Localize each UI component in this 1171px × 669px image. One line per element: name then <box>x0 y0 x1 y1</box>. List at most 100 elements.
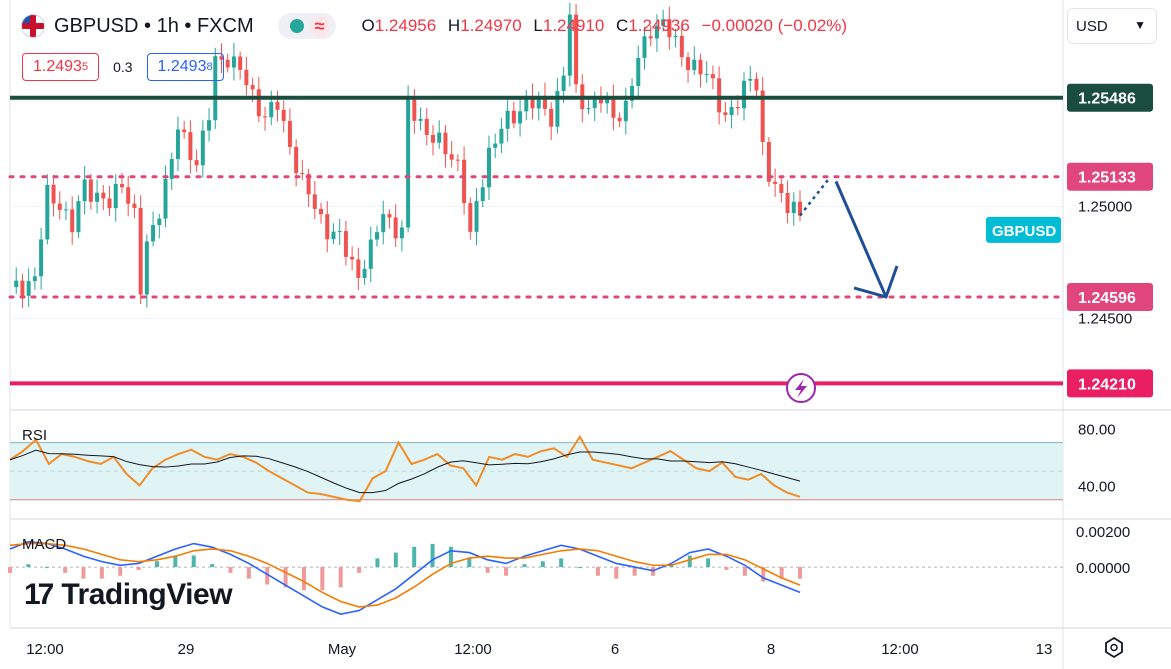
candle-body <box>63 209 68 211</box>
macd-hist-bar <box>761 567 766 582</box>
macd-hist-bar <box>228 567 233 573</box>
candle-body <box>101 192 106 199</box>
currency-select[interactable]: USD ▼ <box>1067 8 1157 44</box>
candle-body <box>107 198 112 209</box>
watermark-text: TradingView <box>61 578 233 611</box>
candle-body <box>356 259 361 278</box>
candle-body <box>337 231 342 233</box>
candle-body <box>126 187 131 204</box>
candle-body <box>742 80 747 109</box>
trade-boxes: 1.2493 5 0.3 1.2493 8 <box>22 53 224 81</box>
candle-body <box>381 214 386 233</box>
candle-body <box>704 74 709 76</box>
level-label-bg-0 <box>1067 83 1153 112</box>
macd-hist-bar <box>357 567 362 573</box>
candle-body <box>480 187 485 202</box>
time-tick-label: 13 <box>1036 641 1053 658</box>
level-label-bg-3 <box>1067 369 1153 398</box>
candle-body <box>256 89 261 117</box>
spread-value: 0.3 <box>113 59 133 75</box>
candle-body <box>449 154 454 160</box>
close-value: 1.24936 <box>628 16 690 35</box>
candle-body <box>779 183 784 193</box>
market-status-pill[interactable]: ≈ <box>277 13 336 39</box>
candle-body <box>692 59 697 70</box>
candle-body <box>250 85 255 90</box>
candle-body <box>238 56 243 70</box>
time-tick-label: 8 <box>767 641 775 658</box>
candle-body <box>95 192 100 202</box>
time-tick-label: 12:00 <box>881 641 919 658</box>
candle-body <box>437 132 442 143</box>
candle-body <box>760 90 765 142</box>
macd-hist-bar <box>706 558 711 568</box>
buy-button[interactable]: 1.2493 8 <box>146 53 224 81</box>
candle-body <box>375 232 380 240</box>
macd-hist-bar <box>191 555 196 568</box>
macd-hist-bar <box>210 564 215 568</box>
candle-body <box>542 96 547 109</box>
level-label-3: 1.24210 <box>1078 376 1136 393</box>
candle-body <box>200 130 205 166</box>
macd-hist-bar <box>504 567 509 576</box>
candle-body <box>605 97 610 104</box>
candle-body <box>319 208 324 215</box>
candle-body <box>275 102 280 110</box>
sell-price-pip: 5 <box>81 61 89 73</box>
rsi-line <box>9 434 801 503</box>
macd-hist-bar <box>540 561 545 568</box>
symbol-title[interactable]: GBPUSD • 1h • FXCM <box>54 14 254 37</box>
candle-body <box>735 107 740 109</box>
candle-body <box>536 96 541 109</box>
candle-body <box>586 108 591 110</box>
macd-tick-label: 0.00200 <box>1076 524 1130 541</box>
candle-body <box>468 203 473 232</box>
candle-body <box>791 201 796 214</box>
change-value: −0.00020 (−0.02%) <box>701 16 848 35</box>
candle-body <box>399 227 404 239</box>
candle-body <box>766 141 771 182</box>
candle-body <box>505 110 510 129</box>
macd-hist-bar <box>265 567 270 585</box>
time-tick-label: 12:00 <box>454 641 492 658</box>
macd-hist-bar <box>81 567 86 579</box>
gbp-usd-flag-icon <box>22 15 44 37</box>
sell-button[interactable]: 1.2493 5 <box>22 53 100 81</box>
candle-body <box>188 132 193 161</box>
macd-hist-bar <box>798 567 802 579</box>
macd-hist-bar <box>8 567 12 573</box>
candle-body <box>773 181 778 184</box>
candle-body <box>368 239 373 269</box>
macd-hist-bar <box>301 567 306 591</box>
candle-body <box>424 118 429 135</box>
close-label: C <box>616 16 629 35</box>
candle-body <box>300 172 305 174</box>
candle-body <box>499 128 504 144</box>
candle-body <box>175 129 180 160</box>
currency-value: USD <box>1076 17 1108 35</box>
rsi-band <box>10 442 1063 500</box>
candle-body <box>269 102 274 118</box>
candle-body <box>163 178 168 219</box>
candle-body <box>430 134 435 143</box>
candle-body <box>630 86 635 101</box>
rsi-tick-label: 80.00 <box>1078 421 1116 438</box>
macd-hist-bar <box>614 567 619 579</box>
macd-hist-bar <box>375 558 380 568</box>
candle-body <box>362 268 367 278</box>
tradingview-watermark: 17 TradingView <box>24 578 233 612</box>
low-label: L <box>533 16 543 35</box>
rsi-ma-line <box>9 449 801 494</box>
candle-body <box>623 100 628 122</box>
candle-body <box>51 184 56 204</box>
macd-hist-bar <box>687 555 692 568</box>
level-label-bg-2 <box>1067 282 1153 311</box>
candle-body <box>518 111 523 124</box>
macd-hist-bar <box>44 567 49 569</box>
macd-hist-bar <box>26 564 31 568</box>
projection-arrowhead <box>853 265 899 299</box>
level-label-1: 1.25133 <box>1078 170 1136 187</box>
candle-body <box>225 59 230 68</box>
lightning-glyph-icon <box>795 379 807 398</box>
